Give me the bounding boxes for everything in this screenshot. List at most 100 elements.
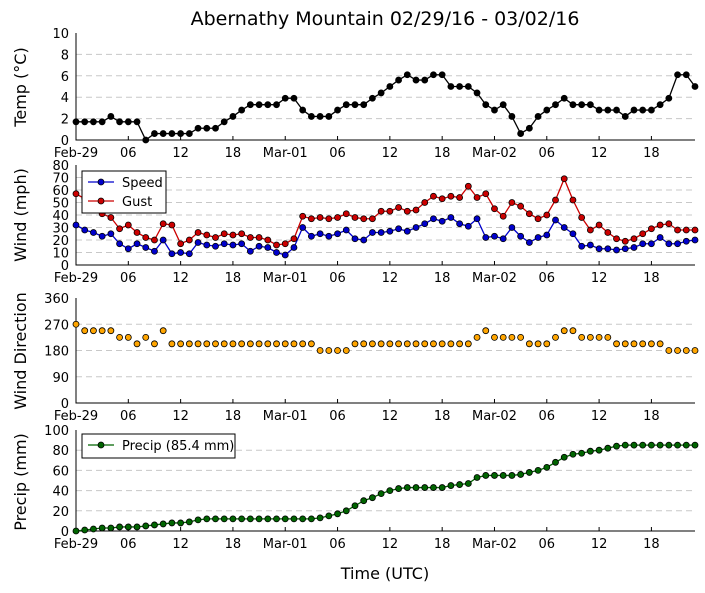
data-point	[595, 245, 603, 253]
data-point	[203, 124, 211, 132]
data-point	[430, 340, 437, 348]
y-tick-label: 0	[61, 397, 69, 412]
data-point	[369, 229, 376, 236]
data-point	[351, 502, 359, 510]
axis-frame	[75, 165, 695, 266]
data-point	[508, 199, 516, 206]
data-point	[177, 519, 185, 527]
data-point	[220, 240, 228, 248]
data-point	[630, 235, 638, 243]
x-tick-label: 06	[120, 146, 137, 161]
data-point	[133, 229, 141, 236]
data-point	[124, 523, 132, 531]
x-tick-label: 18	[434, 537, 451, 552]
data-point	[264, 101, 272, 109]
data-point	[299, 212, 307, 220]
data-point	[586, 333, 594, 341]
y-tick-label: 30	[52, 222, 69, 237]
y-tick-label: 20	[52, 234, 69, 249]
data-point	[386, 227, 394, 235]
data-point	[212, 515, 219, 523]
data-point	[447, 83, 455, 90]
data-point	[307, 113, 315, 120]
x-tick-label: Mar-01	[263, 537, 308, 552]
y-axis-label: Temp (°C)	[11, 47, 30, 127]
chart-title: Abernathy Mountain 02/29/16 - 03/02/16	[191, 8, 580, 30]
data-point	[525, 124, 533, 132]
legend-swatch-marker	[97, 441, 105, 449]
y-tick-label: 80	[52, 159, 69, 174]
data-point	[578, 242, 586, 250]
data-point	[395, 204, 402, 211]
data-point	[229, 340, 237, 348]
data-point	[142, 234, 150, 241]
data-point	[334, 510, 341, 518]
y-tick-label: 40	[52, 485, 69, 500]
data-point	[525, 239, 533, 246]
y-tick-label: 180	[44, 345, 69, 360]
data-point	[569, 450, 577, 458]
data-point	[543, 211, 551, 219]
data-point	[151, 130, 158, 137]
data-point	[151, 340, 158, 348]
y-tick-label: 10	[52, 247, 69, 262]
data-point	[499, 212, 507, 220]
data-point	[517, 333, 525, 341]
x-tick-label: Feb-29	[54, 271, 98, 286]
data-point	[456, 194, 464, 201]
data-point	[334, 347, 341, 354]
data-point	[517, 232, 525, 240]
data-point	[621, 245, 629, 253]
data-point	[682, 226, 690, 234]
data-point	[543, 340, 551, 348]
y-tick-label: 20	[52, 505, 69, 520]
data-point	[238, 240, 246, 248]
data-point	[203, 241, 211, 249]
data-point	[334, 106, 341, 114]
data-point	[264, 340, 272, 348]
data-point	[491, 472, 498, 479]
data-point	[72, 527, 80, 535]
data-point	[98, 524, 106, 532]
data-point	[307, 215, 315, 223]
data-point	[552, 101, 559, 109]
data-point	[255, 234, 263, 241]
data-point	[456, 340, 464, 348]
data-point	[386, 83, 394, 90]
x-tick-label: 06	[539, 409, 556, 424]
data-point	[691, 347, 699, 354]
data-point	[316, 514, 324, 522]
data-point	[334, 230, 341, 238]
data-point	[81, 226, 89, 234]
data-point	[604, 106, 612, 114]
legend-swatch-marker	[97, 178, 105, 186]
data-point	[238, 340, 246, 348]
panel-2: 0 90 180 270 360 Feb-29 06 12 18 Mar-01 06 12 18 Mar-…	[11, 292, 699, 424]
panels-group: 0 2 4 6 8 10 Feb-29 06 12 18 Mar-01 06 12 18 Mar-02 06 1…	[11, 27, 699, 552]
data-point	[665, 94, 673, 102]
data-point	[212, 124, 219, 132]
data-point	[246, 340, 254, 348]
data-point	[534, 215, 542, 223]
data-point	[369, 340, 376, 348]
data-point	[369, 94, 376, 102]
data-point	[116, 225, 123, 233]
data-point	[656, 221, 664, 229]
x-tick-label: 18	[225, 409, 242, 424]
data-point	[578, 101, 586, 109]
data-point	[369, 494, 376, 502]
data-point	[656, 441, 664, 449]
data-point	[421, 484, 429, 491]
data-point	[665, 220, 673, 228]
data-point	[613, 246, 620, 254]
x-tick-label: 12	[172, 409, 189, 424]
data-point	[107, 230, 115, 238]
legend-box	[81, 170, 167, 214]
data-point	[491, 232, 498, 240]
data-point	[142, 522, 150, 530]
data-point	[639, 441, 647, 449]
x-tick-label: Mar-01	[263, 271, 308, 286]
data-point	[90, 327, 97, 335]
data-point	[438, 484, 446, 491]
